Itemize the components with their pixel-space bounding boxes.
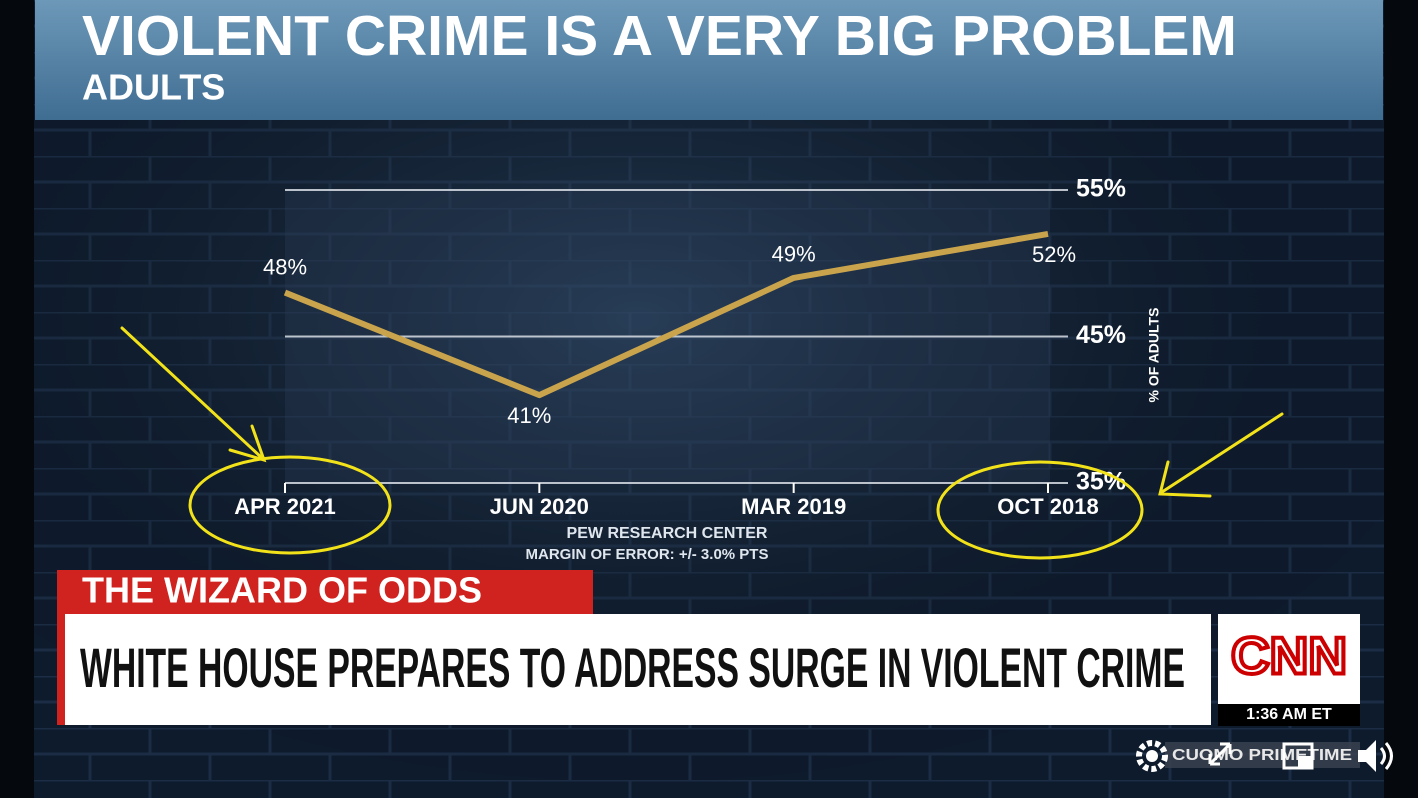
x-tick-label: MAR 2019 xyxy=(741,494,846,519)
network-logo: CNN xyxy=(1231,628,1347,686)
side-frame xyxy=(1384,0,1418,798)
y-axis-label: % OF ADULTS xyxy=(1146,308,1162,403)
source-note: PEW RESEARCH CENTER xyxy=(567,525,768,542)
segment-bar xyxy=(57,570,593,614)
data-line xyxy=(283,230,1049,399)
title-banner xyxy=(35,0,1383,120)
show-name: CUOMO PRIMETIME xyxy=(1172,747,1352,764)
chart-subtitle: ADULTS xyxy=(82,67,225,108)
fullscreen-button[interactable] xyxy=(1208,742,1232,766)
settings-button[interactable] xyxy=(1136,740,1168,772)
headline-bar xyxy=(57,614,1211,725)
y-tick-label: 55% xyxy=(1076,175,1126,203)
chart-title: VIOLENT CRIME IS A VERY BIG PROBLEM xyxy=(82,4,1237,68)
side-frame xyxy=(0,0,34,798)
headline: WHITE HOUSE PREPARES TO ADDRESS SURGE IN… xyxy=(80,636,1185,699)
annotation xyxy=(120,326,1284,560)
value-label: 49% xyxy=(772,242,816,267)
value-label: 52% xyxy=(1032,242,1076,267)
chart: 35%45%55%APR 2021 JUN 2020 MAR 2019 OCT 201… xyxy=(234,175,1126,519)
x-tick-label: OCT 2018 xyxy=(997,494,1099,519)
source-note: MARGIN OF ERROR: +/- 3.0% PTS xyxy=(526,546,769,563)
y-tick-label: 45% xyxy=(1076,321,1126,349)
value-label: 41% xyxy=(507,403,551,428)
network-logo-box xyxy=(1218,614,1360,704)
value-label: 48% xyxy=(263,254,307,279)
pip-button[interactable] xyxy=(1282,742,1314,770)
clock: 1:36 AM ET xyxy=(1246,706,1332,723)
segment-title: THE WIZARD OF ODDS xyxy=(82,570,482,611)
volume-button[interactable] xyxy=(1358,740,1393,772)
x-tick-label: JUN 2020 xyxy=(490,494,589,519)
x-tick-label: APR 2021 xyxy=(234,494,336,519)
player-controls xyxy=(1136,740,1393,772)
clock-box xyxy=(1218,704,1360,726)
show-bug xyxy=(1165,742,1360,768)
headline-accent xyxy=(57,614,65,725)
